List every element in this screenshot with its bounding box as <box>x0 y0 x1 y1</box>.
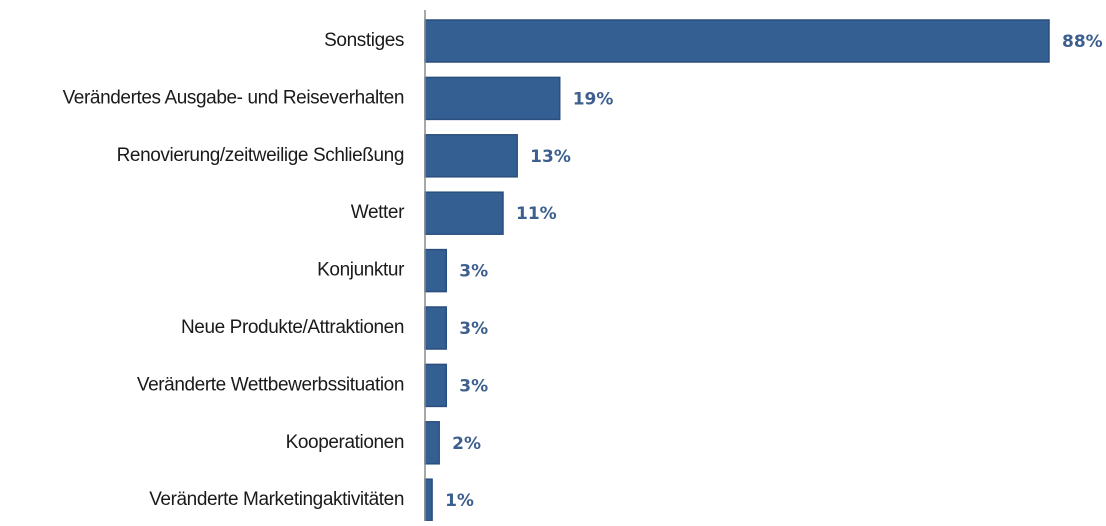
category-label: Verändertes Ausgabe- und Reiseverhalten <box>63 87 404 108</box>
bar <box>424 306 448 350</box>
value-label: 11% <box>516 204 557 224</box>
bar <box>424 421 440 465</box>
bar <box>424 248 448 293</box>
value-label: 3% <box>459 262 488 282</box>
value-label: 3% <box>459 376 488 396</box>
category-label: Veränderte Marketingaktivitäten <box>149 489 404 510</box>
bar <box>424 191 504 235</box>
bar <box>424 363 448 408</box>
category-label: Neue Produkte/Attraktionen <box>181 317 404 338</box>
bar <box>424 76 561 121</box>
category-label: Kooperationen <box>286 432 404 453</box>
value-label: 19% <box>573 89 614 109</box>
bar <box>424 478 433 522</box>
bar <box>424 19 1050 63</box>
value-label: 1% <box>445 491 474 511</box>
value-label: 88% <box>1062 32 1103 52</box>
bar <box>424 134 518 178</box>
category-label: Sonstiges <box>324 30 404 51</box>
value-label: 2% <box>452 434 481 454</box>
category-label: Veränderte Wettbewerbssituation <box>137 374 404 395</box>
value-label: 3% <box>459 319 488 339</box>
category-label: Renovierung/zeitweilige Schließung <box>117 145 404 166</box>
value-label: 13% <box>530 147 571 167</box>
category-label: Wetter <box>351 202 405 223</box>
category-label: Konjunktur <box>317 260 405 281</box>
